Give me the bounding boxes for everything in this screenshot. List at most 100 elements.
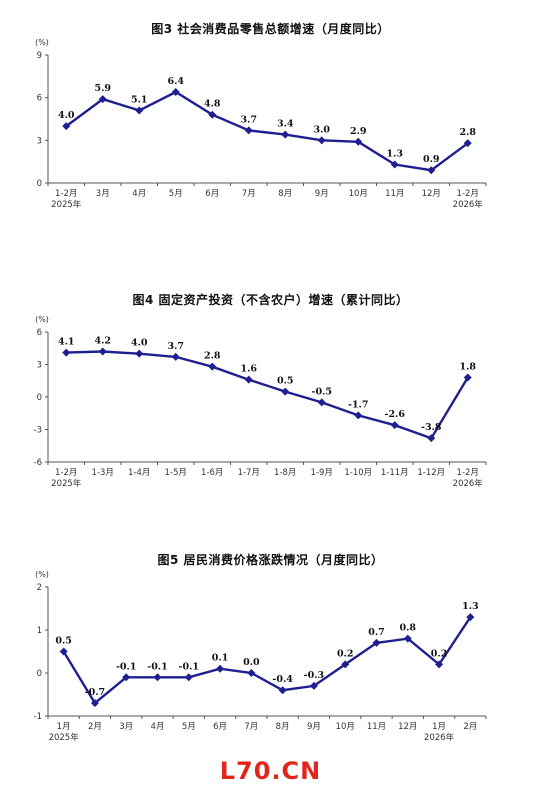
y-tick-label: 3 <box>37 361 42 371</box>
x-tick-label: 1-10月 <box>344 468 372 478</box>
data-label: 0.5 <box>55 636 72 647</box>
data-point <box>90 699 99 708</box>
x-tick-label: 10月 <box>349 189 368 199</box>
data-point <box>171 352 180 361</box>
data-label: 6.4 <box>167 76 184 87</box>
x-tick-label: 1-5月 <box>165 468 187 478</box>
data-label: 0.5 <box>277 376 294 387</box>
x-tick-label: 11月 <box>367 722 386 732</box>
x-tick-label: 1月 <box>57 722 71 732</box>
y-tick-label: -1 <box>34 712 42 722</box>
x-tick-label: 1-12月 <box>417 468 445 478</box>
data-point <box>317 136 326 145</box>
x-tick-label: 1-7月 <box>238 468 260 478</box>
data-point <box>281 387 290 396</box>
data-label: -0.4 <box>272 674 293 685</box>
data-point <box>184 673 193 682</box>
data-point <box>403 634 412 643</box>
x-tick-label: 1-2月 <box>457 468 479 478</box>
chart2-title: 图4 固定资产投资（不含农户）增速（累计同比） <box>132 293 409 307</box>
data-point <box>463 139 472 148</box>
data-point <box>466 613 475 622</box>
y-tick-label: 6 <box>37 328 42 338</box>
data-point <box>427 166 436 175</box>
data-point <box>62 348 71 357</box>
data-point <box>435 660 444 669</box>
year-label: 2026年 <box>424 732 455 743</box>
data-label: -0.1 <box>179 661 199 672</box>
data-label: 1.3 <box>386 149 403 160</box>
x-tick-label: 5月 <box>169 189 183 199</box>
y-tick-label: -6 <box>34 458 42 468</box>
x-tick-label: 5月 <box>182 722 196 732</box>
y-tick-label: 1 <box>37 626 42 636</box>
data-point <box>216 664 225 673</box>
data-label: 0.9 <box>423 154 440 165</box>
data-label: 3.7 <box>240 114 257 125</box>
data-label: -0.1 <box>116 661 136 672</box>
data-label: 5.9 <box>94 83 111 94</box>
data-point <box>98 347 107 356</box>
year-label: 2025年 <box>51 199 82 210</box>
x-tick-label: 7月 <box>244 722 258 732</box>
series-line <box>62 616 472 705</box>
year-label: 2025年 <box>49 732 80 743</box>
data-label: -0.1 <box>147 661 167 672</box>
x-tick-label: 12月 <box>422 189 441 199</box>
x-tick-label: 2月 <box>88 722 102 732</box>
data-point <box>171 87 180 96</box>
unit-label: (%) <box>35 570 49 579</box>
data-point <box>135 349 144 358</box>
data-point <box>278 686 287 695</box>
series-line <box>65 90 469 172</box>
x-tick-label: 1-2月 <box>55 189 77 199</box>
unit-label: (%) <box>35 38 49 47</box>
chart3-title: 图5 居民消费价格涨跌情况（月度同比） <box>157 553 384 567</box>
data-label: -0.7 <box>85 687 105 698</box>
data-point <box>390 160 399 169</box>
x-tick-label: 8月 <box>278 189 292 199</box>
data-point <box>354 137 363 146</box>
x-tick-label: 1-11月 <box>381 468 409 478</box>
x-tick-label: 1-2月 <box>457 189 479 199</box>
data-point <box>372 638 381 647</box>
data-point <box>341 660 350 669</box>
data-point <box>281 130 290 139</box>
data-point <box>153 673 162 682</box>
data-label: 0.8 <box>400 623 417 634</box>
data-label: 0.7 <box>368 627 385 638</box>
data-point <box>244 375 253 384</box>
data-point <box>309 681 318 690</box>
year-label: 2025年 <box>51 478 82 489</box>
data-point <box>427 434 436 443</box>
x-tick-label: 1-9月 <box>311 468 333 478</box>
x-tick-label: 1-8月 <box>274 468 296 478</box>
data-label: 1.3 <box>462 601 479 612</box>
y-tick-label: 9 <box>37 51 42 61</box>
data-label: 4.0 <box>58 110 75 121</box>
year-label: 2026年 <box>453 478 484 489</box>
data-label: 4.8 <box>204 99 221 110</box>
data-label: -0.5 <box>312 386 332 397</box>
data-label: 2.8 <box>459 127 476 138</box>
data-label: 3.7 <box>167 341 184 352</box>
data-point <box>354 411 363 420</box>
data-point <box>98 95 107 104</box>
data-point <box>247 669 256 677</box>
x-tick-label: 9月 <box>307 722 321 732</box>
x-tick-label: 12月 <box>398 722 417 732</box>
data-label: -0.3 <box>304 670 324 681</box>
x-tick-label: 1-2月 <box>55 468 77 478</box>
x-tick-label: 4月 <box>132 189 146 199</box>
y-tick-label: 3 <box>37 136 42 146</box>
x-tick-label: 1-3月 <box>92 468 114 478</box>
data-label: 5.1 <box>131 94 148 105</box>
x-tick-label: 3月 <box>119 722 133 732</box>
x-tick-label: 1-4月 <box>128 468 150 478</box>
data-point <box>62 122 71 131</box>
data-label: 2.9 <box>350 126 367 137</box>
x-tick-label: 11月 <box>385 189 404 199</box>
x-tick-label: 1月 <box>432 722 446 732</box>
data-label: 0.2 <box>337 648 354 659</box>
data-label: -3.8 <box>421 422 442 433</box>
